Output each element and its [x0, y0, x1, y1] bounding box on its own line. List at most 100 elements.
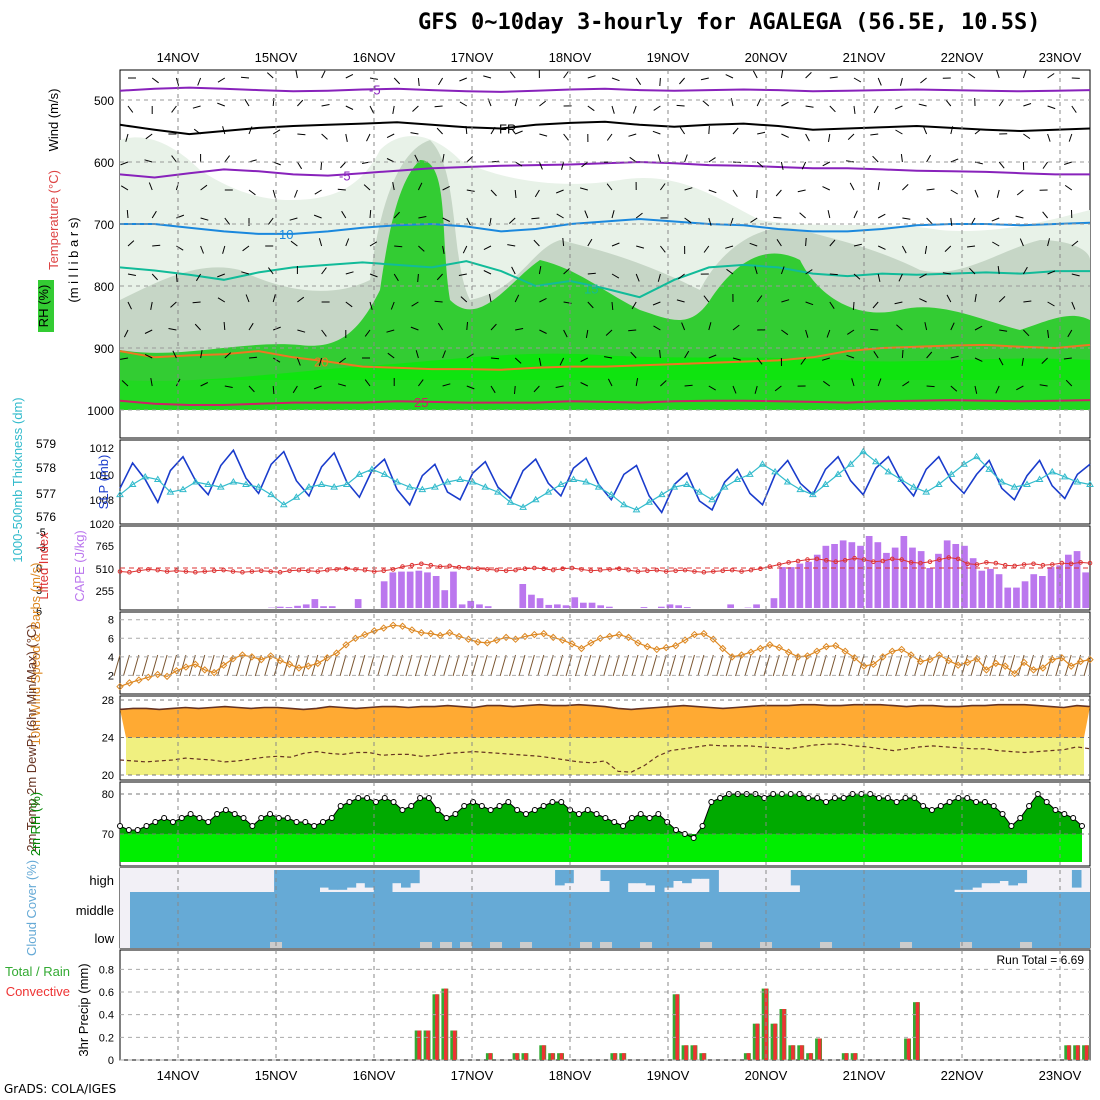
cape-bar [311, 599, 319, 608]
thickness-marker [695, 488, 704, 495]
top-date-label: 23NOV [1039, 50, 1082, 65]
precip-conv-bar [550, 1053, 555, 1060]
wind-speed-marker [634, 639, 642, 647]
wind-speed-marker [596, 634, 604, 642]
wind-barb [272, 357, 281, 363]
wind-barb [998, 161, 1005, 169]
thickness-marker [191, 478, 200, 485]
wind-barb [1071, 240, 1079, 247]
wind-barb [417, 182, 423, 191]
wind-speed-marker [747, 648, 755, 656]
cloud-high-bar [1017, 870, 1028, 884]
precip-conv-bar [693, 1045, 697, 1060]
wind-barb [490, 189, 497, 197]
precip-conv-bar [452, 1030, 457, 1060]
wind-speed-line [119, 624, 1091, 688]
precip-conv-bar [559, 1053, 564, 1060]
wind-barb [580, 382, 589, 387]
li-marker [240, 569, 245, 575]
surface-barb [1074, 654, 1082, 677]
wind-barb [781, 329, 789, 336]
wind-barb [828, 133, 831, 142]
rh-tick-label: 80 [102, 789, 114, 801]
wind-barb [144, 353, 153, 359]
cape-bar [571, 597, 579, 608]
thickness-marker [745, 470, 754, 477]
rh2m-marker [814, 795, 821, 801]
wind-barb [606, 133, 613, 141]
wind-barb [659, 77, 661, 87]
cloud-high-bar [609, 870, 620, 892]
cloud-high-bar [700, 870, 710, 879]
cape-bar [926, 568, 934, 608]
wind-barb [846, 354, 855, 359]
li-marker [145, 567, 151, 572]
cape-bar [1073, 551, 1081, 608]
rh2m-marker [187, 811, 194, 817]
thickness-marker [557, 480, 565, 488]
wind-barb [538, 357, 542, 366]
cape-panel: 765 510 255 -5 -3 0 3 6 [36, 527, 1093, 618]
wind-barb [1022, 266, 1028, 275]
li-marker [701, 569, 707, 575]
cloud-high-bar [881, 870, 892, 892]
surface-barb [1083, 654, 1091, 677]
precip-conv-bar [488, 1053, 493, 1060]
wind-barb [896, 324, 903, 331]
wind-barb [151, 273, 158, 281]
rh2m-marker [876, 795, 883, 801]
surface-barb [311, 654, 319, 677]
li-marker [296, 567, 302, 573]
cloud-high-bar [836, 870, 846, 892]
chart-title: GFS 0~10day 3-hourly for AGALEGA (56.5E,… [418, 10, 1041, 35]
wind-barb [442, 383, 451, 387]
isotherm-line [119, 399, 1091, 406]
thickness-marker [997, 478, 1006, 485]
cape-bar [580, 602, 587, 608]
wind-barb [272, 294, 276, 303]
wind-speed-marker [1086, 655, 1094, 664]
wind-barb [805, 72, 812, 79]
precip-tick-label: 0.2 [99, 1032, 114, 1044]
wind-barb [775, 189, 782, 197]
wind-barb [539, 100, 547, 107]
wind-barb [847, 133, 855, 140]
wind-barb [148, 182, 153, 191]
wind-barb [1019, 238, 1024, 247]
wind-speed-marker [342, 641, 350, 649]
wind-tick-label: 6 [108, 633, 114, 645]
cape-bar [406, 571, 414, 608]
cape-bar [536, 598, 544, 608]
run-total-label: Run Total = 6.69 [996, 953, 1084, 967]
thickness-marker [229, 478, 238, 485]
rh2m-marker [364, 795, 371, 801]
cape-bar [952, 544, 960, 608]
rh2m-marker [284, 815, 291, 821]
wind-barb [345, 271, 354, 275]
wind-barb [321, 267, 327, 275]
surface-barb [678, 654, 686, 677]
wind-barb [607, 378, 613, 387]
li-marker [381, 568, 386, 574]
cape-bar [554, 604, 561, 608]
surface-barb [744, 654, 752, 677]
wind-barb [853, 210, 858, 219]
cloud-high-bar [627, 870, 638, 884]
cloud-high-bar [954, 870, 964, 890]
wind-barb [581, 161, 589, 168]
thickness-marker [456, 475, 465, 482]
surface-barb [612, 654, 620, 677]
wind-barb [459, 77, 467, 82]
cloud-row-label: low [94, 931, 114, 946]
li-marker [127, 569, 132, 575]
rh2m-marker [893, 799, 900, 805]
cloud-high-bar [346, 870, 357, 888]
cape-bar [640, 607, 648, 608]
isotherm-label: 25 [414, 395, 428, 410]
cape-bar [796, 563, 804, 608]
wind-barb [410, 326, 419, 331]
surface-barb [603, 654, 611, 677]
cloud-high-bar [564, 870, 574, 884]
rh-tick-label: 70 [102, 829, 114, 841]
rh2m-marker [152, 819, 159, 825]
